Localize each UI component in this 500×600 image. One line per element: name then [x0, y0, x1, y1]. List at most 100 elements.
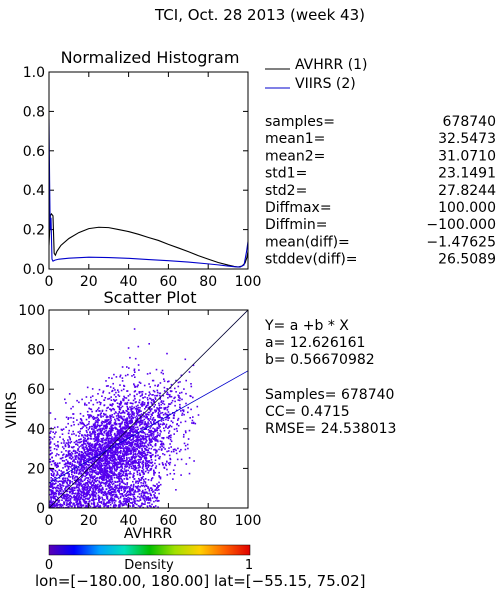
scatter-point [115, 449, 117, 451]
scatter-point [154, 443, 157, 445]
scatter-point [143, 438, 145, 441]
scatter-point [56, 471, 59, 473]
scatter-point [101, 457, 104, 460]
scatter-point [115, 399, 118, 401]
scatter-point [144, 408, 146, 410]
scatter-point [134, 401, 137, 404]
scatter-point [118, 478, 120, 481]
scatter-point [145, 404, 148, 407]
scatter-point [72, 417, 75, 419]
scatter-point [133, 448, 135, 451]
scatter-point [136, 426, 139, 428]
scatter-point [98, 388, 101, 391]
scatter-point [142, 452, 145, 455]
scatter-point [57, 492, 60, 495]
scatter-point [130, 402, 133, 405]
scatter-point [108, 489, 110, 492]
scatter-point [134, 376, 136, 378]
scatter-point [69, 437, 71, 440]
scatter-point [123, 504, 125, 506]
scatter-point [49, 485, 51, 488]
scatter-point [74, 468, 76, 471]
scatter-point [75, 465, 78, 467]
scatter-point [111, 499, 114, 501]
scatter-point [87, 453, 90, 455]
scatter-point [148, 429, 151, 432]
scatter-point [98, 471, 100, 473]
scatter-point [91, 416, 94, 419]
scatter-point [111, 429, 113, 431]
scatter-point [126, 456, 128, 459]
scatter-point [79, 418, 82, 420]
scatter-point [174, 448, 176, 451]
scatter-point [125, 437, 128, 439]
scatter-point [104, 452, 106, 454]
scatter-point [150, 452, 152, 454]
scatter-point [139, 489, 141, 492]
scatter-point [130, 465, 133, 468]
scatter-point [85, 427, 88, 429]
scatter-ytick-label: 40 [27, 422, 45, 438]
scatter-point [93, 505, 96, 507]
scatter-point [89, 431, 91, 433]
scatter-point [131, 488, 133, 491]
scatter-point [192, 421, 195, 424]
scatter-point [165, 425, 167, 427]
scatter-point [112, 382, 114, 385]
scatter-point [53, 472, 55, 475]
scatter-point [75, 498, 77, 500]
scatter-point [113, 408, 116, 411]
scatter-point [83, 471, 85, 473]
scatter-point [105, 504, 107, 507]
scatter-point [99, 425, 101, 428]
scatter-point [82, 415, 85, 417]
scatter-point [88, 474, 91, 476]
scatter-point [144, 463, 147, 465]
scatter-point [80, 496, 83, 498]
scatter-point [129, 476, 131, 479]
scatter-point [49, 501, 52, 504]
scatter-point [125, 498, 128, 501]
scatter-point [167, 437, 170, 440]
scatter-point [80, 491, 83, 493]
scatter-point [108, 479, 110, 481]
scatter-point [139, 427, 142, 430]
scatter-point [93, 485, 96, 487]
scatter-point [96, 485, 98, 487]
scatter-point [150, 489, 153, 492]
scatter-point [89, 442, 91, 444]
scatter-point [107, 435, 110, 437]
scatter-point [157, 411, 160, 414]
scatter-point [180, 458, 183, 461]
scatter-point [138, 399, 141, 401]
scatter-point [86, 435, 89, 438]
scatter-point [112, 407, 115, 410]
scatter-point [89, 471, 91, 473]
scatter-point [75, 499, 77, 502]
scatter-point [88, 497, 90, 499]
scatter-point [141, 470, 143, 472]
scatter-point [99, 451, 101, 454]
scatter-point [122, 462, 124, 465]
scatter-point [69, 438, 72, 441]
scatter-point [88, 445, 90, 448]
scatter-point [113, 398, 115, 401]
scatter-point [75, 485, 78, 488]
scatter-point [73, 433, 75, 435]
scatter-point [139, 459, 141, 461]
scatter-point [141, 438, 143, 441]
scatter-point [71, 471, 73, 473]
scatter-point [84, 452, 87, 454]
scatter-point [192, 396, 194, 399]
scatter-point [155, 499, 157, 502]
scatter-point [138, 461, 140, 463]
scatter-point [141, 390, 144, 393]
scatter-point [92, 466, 94, 468]
scatter-point [129, 413, 131, 416]
scatter-point [151, 461, 154, 464]
scatter-point [173, 428, 176, 431]
scatter-point [132, 485, 135, 487]
scatter-point [154, 462, 156, 465]
scatter-point [147, 461, 150, 463]
scatter-point [175, 391, 177, 393]
